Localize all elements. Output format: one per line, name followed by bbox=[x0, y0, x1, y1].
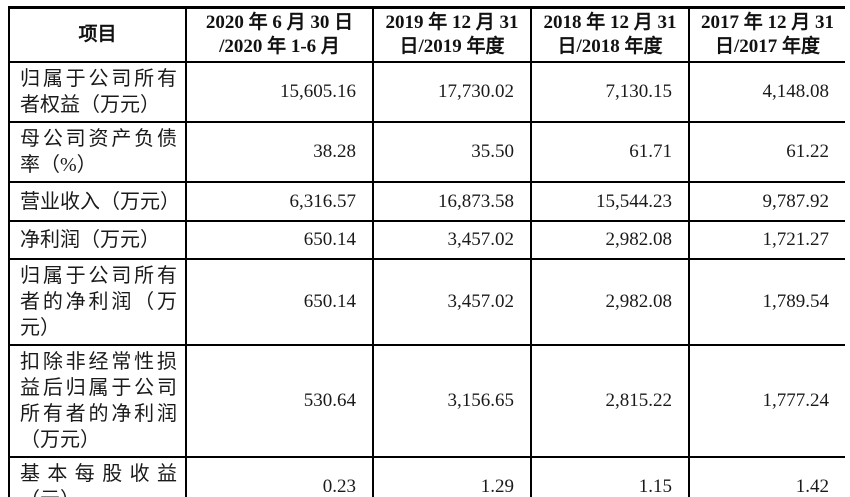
header-period-2020: 2020 年 6 月 30 日 /2020 年 1-6 月 bbox=[185, 6, 374, 63]
header-period-2017: 2017 年 12 月 31 日/2017 年度 bbox=[688, 6, 845, 63]
row-label: 归属于公司所有者的净利润（万元） bbox=[8, 258, 187, 346]
row-label: 归属于公司所有者权益（万元） bbox=[8, 61, 187, 123]
row-value: 2,982.08 bbox=[530, 258, 690, 346]
header-period-2018: 2018 年 12 月 31 日/2018 年度 bbox=[530, 6, 690, 63]
table-row-owners-equity: 归属于公司所有者权益（万元） 15,605.16 17,730.02 7,130… bbox=[8, 61, 845, 123]
row-value: 4,148.08 bbox=[688, 61, 845, 123]
header-item-label: 项目 bbox=[78, 24, 117, 45]
row-label: 基本每股收益（元） bbox=[8, 456, 187, 497]
row-value: 1,789.54 bbox=[688, 258, 845, 346]
table-row-net-profit-deducted: 扣除非经常性损益后归属于公司所有者的净利润（万元） 530.64 3,156.6… bbox=[8, 344, 845, 458]
row-value: 650.14 bbox=[185, 258, 374, 346]
row-value: 7,130.15 bbox=[530, 61, 690, 123]
table-header-row: 项目 2020 年 6 月 30 日 /2020 年 1-6 月 2019 年 … bbox=[8, 6, 845, 63]
row-value: 0.23 bbox=[185, 456, 374, 497]
financial-summary-table: 项目 2020 年 6 月 30 日 /2020 年 1-6 月 2019 年 … bbox=[8, 6, 845, 497]
row-value: 1,777.24 bbox=[688, 344, 845, 458]
row-value: 1.29 bbox=[372, 456, 532, 497]
row-value: 3,457.02 bbox=[372, 220, 532, 260]
header-line-2: 日/2017 年度 bbox=[714, 36, 821, 57]
header-item-column: 项目 bbox=[8, 6, 187, 63]
row-label: 净利润（万元） bbox=[8, 220, 187, 260]
row-value: 35.50 bbox=[372, 121, 532, 183]
header-line-1: 2019 年 12 月 31 bbox=[385, 12, 519, 33]
row-value: 650.14 bbox=[185, 220, 374, 260]
table-row-net-profit: 净利润（万元） 650.14 3,457.02 2,982.08 1,721.2… bbox=[8, 220, 845, 260]
row-value: 15,605.16 bbox=[185, 61, 374, 123]
row-value: 1.42 bbox=[688, 456, 845, 497]
row-value: 2,982.08 bbox=[530, 220, 690, 260]
row-value: 3,156.65 bbox=[372, 344, 532, 458]
table-row-revenue: 营业收入（万元） 6,316.57 16,873.58 15,544.23 9,… bbox=[8, 181, 845, 222]
row-value: 530.64 bbox=[185, 344, 374, 458]
table-row-net-profit-owners: 归属于公司所有者的净利润（万元） 650.14 3,457.02 2,982.0… bbox=[8, 258, 845, 346]
row-value: 1,721.27 bbox=[688, 220, 845, 260]
row-value: 61.71 bbox=[530, 121, 690, 183]
row-label: 营业收入（万元） bbox=[8, 181, 187, 222]
row-value: 3,457.02 bbox=[372, 258, 532, 346]
table-clip-region: 项目 2020 年 6 月 30 日 /2020 年 1-6 月 2019 年 … bbox=[8, 6, 845, 497]
row-label: 母公司资产负债率（%） bbox=[8, 121, 187, 183]
row-value: 1.15 bbox=[530, 456, 690, 497]
row-value: 61.22 bbox=[688, 121, 845, 183]
header-line-1: 2017 年 12 月 31 bbox=[700, 12, 834, 33]
row-label: 扣除非经常性损益后归属于公司所有者的净利润（万元） bbox=[8, 344, 187, 458]
header-line-2: /2020 年 1-6 月 bbox=[219, 36, 340, 57]
header-line-2: 日/2019 年度 bbox=[399, 36, 505, 57]
row-value: 16,873.58 bbox=[372, 181, 532, 222]
header-line-2: 日/2018 年度 bbox=[557, 36, 663, 57]
row-value: 17,730.02 bbox=[372, 61, 532, 123]
header-line-1: 2020 年 6 月 30 日 bbox=[205, 12, 354, 33]
row-value: 9,787.92 bbox=[688, 181, 845, 222]
table-row-debt-ratio: 母公司资产负债率（%） 38.28 35.50 61.71 61.22 bbox=[8, 121, 845, 183]
row-value: 2,815.22 bbox=[530, 344, 690, 458]
table-row-eps: 基本每股收益（元） 0.23 1.29 1.15 1.42 bbox=[8, 456, 845, 497]
header-period-2019: 2019 年 12 月 31 日/2019 年度 bbox=[372, 6, 532, 63]
header-line-1: 2018 年 12 月 31 bbox=[543, 12, 677, 33]
row-value: 6,316.57 bbox=[185, 181, 374, 222]
row-value: 15,544.23 bbox=[530, 181, 690, 222]
row-value: 38.28 bbox=[185, 121, 374, 183]
